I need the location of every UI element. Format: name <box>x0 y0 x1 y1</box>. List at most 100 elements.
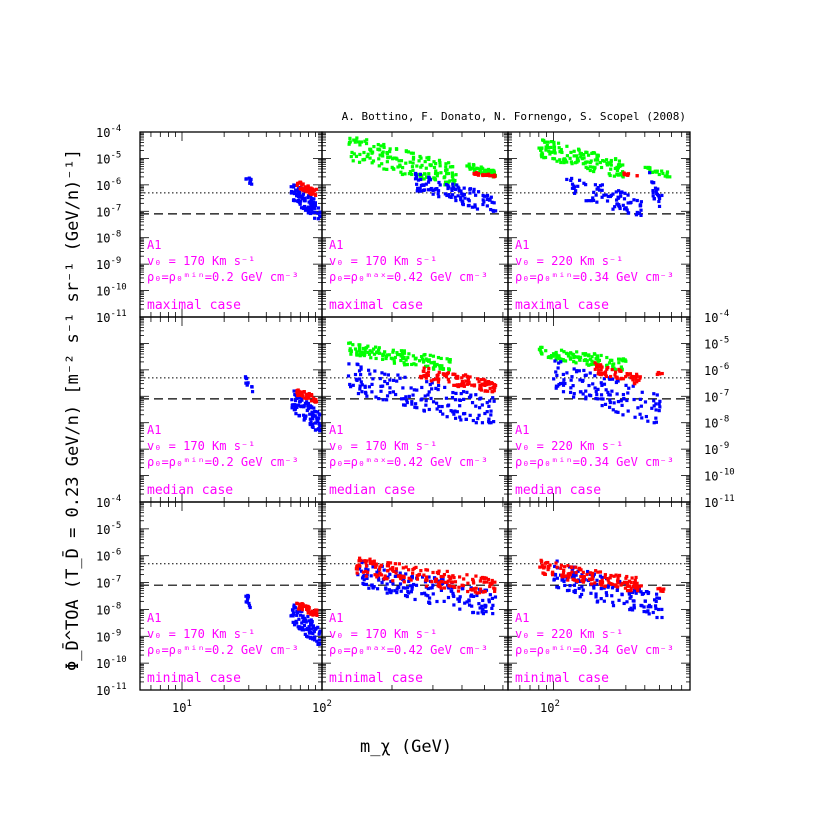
point-blue <box>422 408 426 412</box>
point-red <box>475 377 480 381</box>
point-green <box>411 354 415 358</box>
point-blue <box>405 594 409 599</box>
point-blue <box>434 386 438 391</box>
point-green <box>409 151 414 155</box>
point-blue <box>297 396 301 400</box>
point-green <box>411 168 415 173</box>
point-green <box>653 169 657 173</box>
point-red <box>419 569 423 573</box>
point-red <box>631 584 635 588</box>
point-red <box>564 574 568 578</box>
point-red <box>430 580 434 584</box>
point-green <box>595 156 599 161</box>
point-green <box>417 359 422 363</box>
point-blue <box>651 610 655 615</box>
point-blue <box>301 196 305 200</box>
point-blue <box>609 193 613 198</box>
panel-density-label: ρ₀=ρ₀ᵐⁱⁿ=0.34 GeV cm⁻³ <box>515 270 674 284</box>
point-green <box>491 168 495 172</box>
point-red <box>388 567 393 571</box>
point-green <box>412 362 416 366</box>
point-blue <box>443 192 447 196</box>
point-blue <box>306 211 310 215</box>
point-red <box>629 580 633 585</box>
point-blue <box>399 589 403 593</box>
point-blue <box>565 177 569 182</box>
point-blue <box>580 573 584 577</box>
point-red <box>466 589 470 594</box>
point-red <box>633 578 637 582</box>
point-red <box>607 581 611 585</box>
point-red <box>473 590 478 594</box>
point-blue <box>653 604 658 608</box>
point-blue <box>456 185 460 189</box>
point-blue <box>652 392 656 396</box>
point-blue <box>363 385 367 389</box>
point-red <box>357 559 361 563</box>
point-green <box>355 350 359 354</box>
point-blue <box>380 371 384 375</box>
point-blue <box>652 404 656 408</box>
point-blue <box>460 587 464 591</box>
point-blue <box>602 382 607 386</box>
point-blue <box>657 596 662 600</box>
point-green <box>592 169 596 174</box>
panel-density-label: ρ₀=ρ₀ᵐᵃˣ=0.42 GeV cm⁻³ <box>329 643 488 657</box>
point-green <box>562 350 566 354</box>
point-blue <box>415 182 419 186</box>
point-blue <box>454 391 458 396</box>
point-blue <box>458 595 462 599</box>
point-red <box>462 384 466 388</box>
point-blue <box>471 610 476 615</box>
point-red <box>314 187 319 191</box>
point-green <box>368 147 373 151</box>
point-blue <box>244 600 248 604</box>
point-blue <box>481 611 486 616</box>
point-red <box>306 394 311 398</box>
point-blue <box>640 416 644 420</box>
point-red <box>457 383 462 387</box>
point-red <box>487 382 491 386</box>
point-blue <box>428 382 432 387</box>
point-blue <box>303 196 307 200</box>
point-blue <box>316 625 320 629</box>
point-blue <box>300 398 304 402</box>
point-green <box>418 154 422 159</box>
point-red <box>433 579 438 583</box>
point-red <box>358 564 362 568</box>
point-green <box>372 144 376 149</box>
point-green <box>473 167 477 171</box>
point-red <box>295 602 299 606</box>
point-blue <box>645 610 649 614</box>
point-red <box>590 574 594 578</box>
point-blue <box>416 186 420 190</box>
point-blue <box>437 195 441 199</box>
point-red <box>566 578 570 582</box>
point-red <box>571 577 575 581</box>
point-blue <box>628 201 632 205</box>
point-blue <box>611 600 615 604</box>
point-blue <box>309 405 313 410</box>
point-blue <box>611 377 615 381</box>
point-blue <box>657 409 661 413</box>
point-blue <box>416 178 421 182</box>
point-red <box>385 577 389 581</box>
point-red <box>437 377 441 381</box>
point-green <box>550 150 554 154</box>
point-green <box>559 147 563 152</box>
point-blue <box>654 606 658 611</box>
point-red <box>538 565 542 569</box>
point-blue <box>561 390 566 394</box>
x-axis-label: m_χ (GeV) <box>360 737 452 757</box>
point-green <box>379 144 383 148</box>
point-blue <box>315 418 319 422</box>
point-red <box>307 191 311 195</box>
point-green <box>537 146 541 150</box>
point-blue <box>625 600 629 604</box>
point-red <box>613 373 617 377</box>
point-blue <box>303 618 307 622</box>
point-blue <box>456 194 460 198</box>
point-blue <box>314 428 318 432</box>
point-red <box>655 372 659 377</box>
point-blue <box>451 390 455 395</box>
